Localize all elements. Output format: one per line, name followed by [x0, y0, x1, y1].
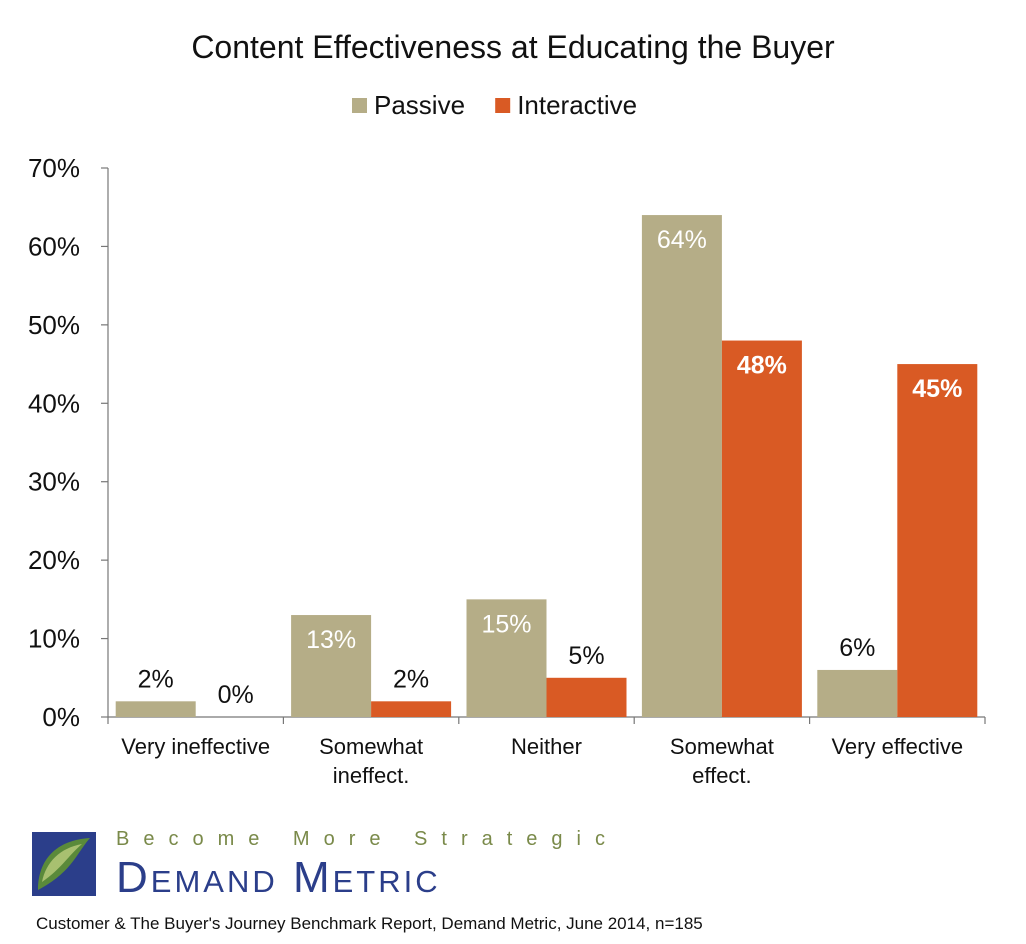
data-label-interactive: 2%: [393, 665, 429, 693]
x-category-label: Somewhat: [670, 734, 774, 759]
bar-passive: [115, 701, 196, 717]
brand-name: Demand Metric: [116, 853, 441, 902]
legend-swatch-interactive: [495, 98, 511, 113]
bar-interactive: [371, 701, 452, 717]
data-label-interactive: 5%: [568, 642, 604, 670]
data-label-interactive: 48%: [737, 352, 787, 380]
y-tick-label: 70%: [28, 153, 80, 183]
data-label-passive: 13%: [306, 626, 356, 654]
x-category-label: Somewhat: [319, 734, 423, 759]
bar-passive: [817, 669, 898, 717]
bar-interactive: [546, 677, 627, 717]
bar-interactive: [721, 340, 802, 717]
y-tick-label: 20%: [28, 545, 80, 575]
data-label-interactive: 45%: [912, 375, 962, 403]
demand-metric-logo: [32, 832, 96, 896]
data-label-interactive: 0%: [218, 681, 254, 709]
x-category-label: Very ineffective: [121, 734, 270, 759]
data-label-passive: 64%: [657, 226, 707, 254]
data-label-passive: 15%: [481, 610, 531, 638]
brand-block: Become More Strategic Demand Metric: [32, 826, 732, 906]
y-tick-label: 40%: [28, 388, 80, 418]
y-tick-label: 0%: [42, 702, 80, 732]
data-label-passive: 2%: [138, 665, 174, 693]
x-category-label: Neither: [511, 734, 582, 759]
brand-tagline: Become More Strategic: [116, 828, 619, 850]
bar-passive: [466, 599, 547, 717]
legend-swatch-passive: [352, 98, 367, 113]
bar-passive: [291, 615, 372, 717]
y-tick-label: 50%: [28, 310, 80, 340]
chart-title: Content Effectiveness at Educating the B…: [191, 29, 835, 65]
y-tick-label: 60%: [28, 231, 80, 261]
source-note: Customer & The Buyer's Journey Benchmark…: [36, 914, 703, 933]
bar-interactive: [897, 364, 978, 717]
x-category-label: Very effective: [831, 734, 963, 759]
bar-chart: Content Effectiveness at Educating the B…: [28, 29, 986, 788]
legend-label-interactive: Interactive: [517, 90, 637, 120]
x-category-label: effect.: [692, 763, 752, 788]
bar-passive: [641, 215, 722, 718]
data-label-passive: 6%: [839, 634, 875, 662]
legend-label-passive: Passive: [374, 90, 465, 120]
y-tick-label: 10%: [28, 624, 80, 654]
x-category-label: ineffect.: [333, 763, 410, 788]
y-tick-label: 30%: [28, 467, 80, 497]
